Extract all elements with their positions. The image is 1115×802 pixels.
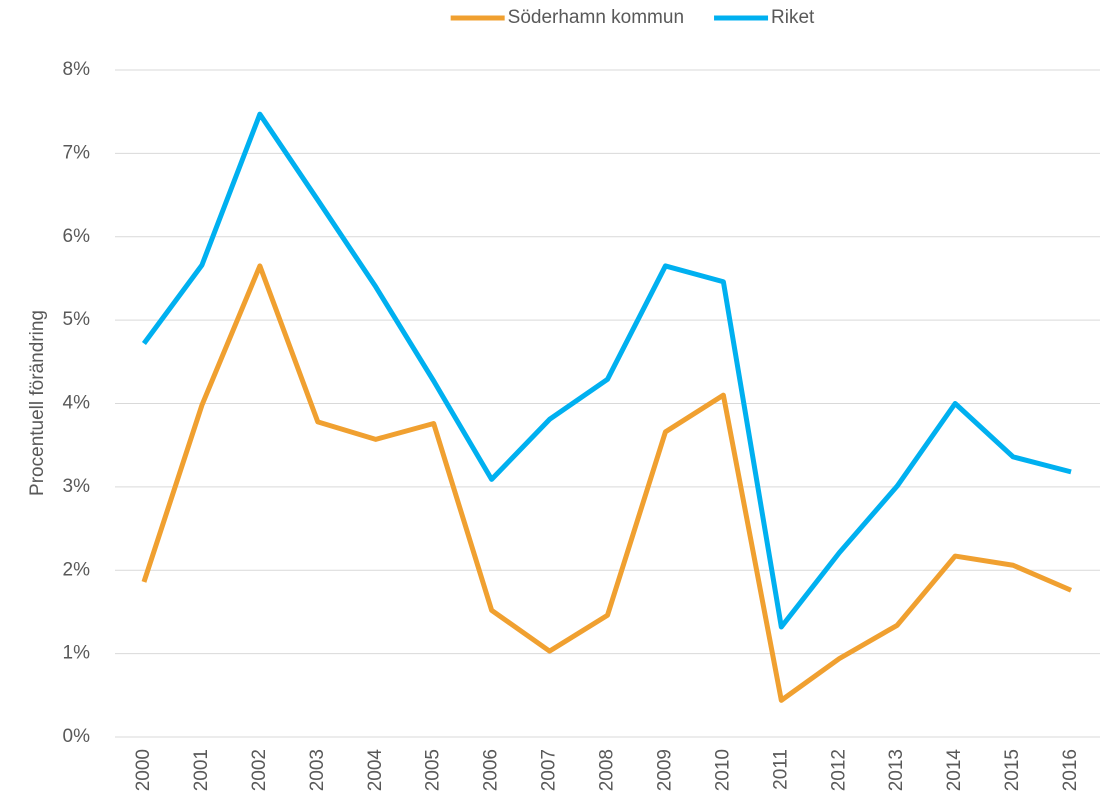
- x-tick-label: 2001: [191, 749, 212, 791]
- x-tick-label: 2014: [944, 749, 965, 792]
- y-tick-label: 5%: [63, 309, 91, 330]
- x-tick-label: 2006: [481, 749, 502, 791]
- x-tick-label: 2011: [770, 749, 791, 790]
- x-tick-label: 2000: [133, 749, 154, 791]
- line-series: [141, 263, 1073, 703]
- x-tick-label: 2005: [423, 749, 444, 791]
- x-tick-label: 2016: [1060, 749, 1081, 791]
- y-tick-label: 7%: [63, 142, 91, 163]
- x-tick-label: 2002: [249, 749, 270, 791]
- x-tick-label: 2010: [712, 749, 733, 791]
- x-tick-label: 2004: [365, 749, 386, 792]
- y-axis-label: Procentuell förändring: [27, 310, 48, 496]
- x-tick-label: 2008: [597, 749, 618, 791]
- x-tick-label: 2009: [654, 749, 675, 791]
- legend-label: Söderhamn kommun: [508, 7, 684, 28]
- y-tick-label: 3%: [63, 476, 91, 497]
- x-tick-label: 2013: [886, 749, 907, 791]
- y-tick-label: 0%: [63, 726, 91, 747]
- x-tick-label: 2007: [539, 749, 560, 791]
- y-tick-label: 4%: [63, 393, 91, 414]
- y-tick-label: 8%: [63, 59, 91, 80]
- y-tick-label: 6%: [63, 226, 91, 247]
- y-tick-label: 2%: [63, 559, 91, 580]
- x-tick-label: 2012: [828, 749, 849, 791]
- line-series: [141, 111, 1072, 630]
- legend-label: Riket: [771, 7, 815, 28]
- x-tick-label: 2015: [1002, 749, 1023, 791]
- y-tick-label: 1%: [63, 643, 91, 664]
- x-tick-label: 2003: [307, 749, 328, 791]
